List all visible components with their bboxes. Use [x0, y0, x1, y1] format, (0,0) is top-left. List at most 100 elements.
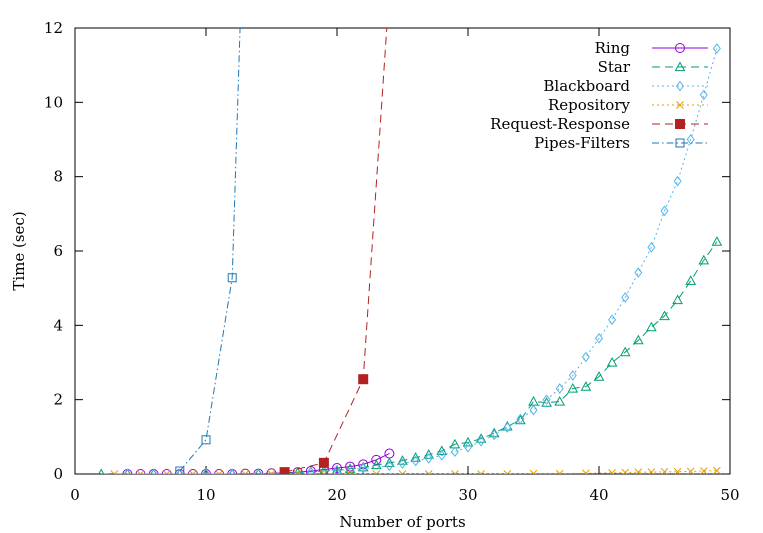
data-point — [699, 89, 708, 101]
data-point — [98, 468, 105, 474]
x-axis-label: Number of ports — [339, 513, 465, 531]
data-point — [699, 467, 708, 474]
data-point — [554, 395, 566, 406]
data-point — [398, 470, 407, 474]
data-point — [410, 452, 421, 462]
data-point — [423, 449, 435, 459]
data-point — [267, 470, 276, 474]
data-point — [136, 470, 145, 474]
data-point — [555, 383, 564, 394]
data-point — [541, 397, 552, 407]
legend-label: Request-Response — [490, 115, 630, 133]
legend: RingStarBlackboardRepositoryRequest-Resp… — [490, 39, 708, 152]
data-point — [659, 310, 670, 321]
data-point — [279, 467, 290, 474]
x-tick-label: 50 — [720, 486, 739, 504]
legend-label: Pipes-Filters — [534, 134, 630, 152]
data-point — [634, 468, 643, 474]
data-point — [674, 61, 686, 72]
series-blackboard — [123, 43, 721, 474]
data-point — [411, 455, 420, 467]
data-point — [371, 454, 382, 465]
data-point — [634, 267, 643, 278]
data-point — [529, 404, 538, 416]
data-point — [227, 273, 237, 283]
x-tick-label: 40 — [589, 486, 608, 504]
data-point — [333, 464, 341, 474]
axes: 0 10 20 30 40 50 0 2 4 6 8 10 12 — [44, 19, 740, 504]
data-point — [162, 470, 171, 474]
data-point — [187, 469, 198, 474]
data-point — [215, 470, 223, 474]
legend-item: Request-Response — [490, 115, 708, 133]
data-point — [608, 314, 617, 326]
x-tick-label: 20 — [327, 486, 346, 504]
data-point — [397, 455, 408, 465]
data-point — [503, 422, 512, 433]
data-point — [175, 466, 185, 474]
data-point — [528, 395, 539, 406]
y-tick-label: 8 — [53, 168, 63, 186]
data-point — [675, 138, 685, 148]
data-point — [580, 381, 592, 391]
data-point — [135, 469, 146, 474]
data-point — [529, 469, 538, 474]
series-line — [179, 28, 241, 472]
y-tick-label: 2 — [53, 391, 63, 409]
data-point — [675, 119, 685, 129]
legend-item: Blackboard — [543, 77, 708, 95]
y-tick-label: 12 — [44, 19, 63, 37]
data-point — [123, 468, 132, 474]
data-point — [450, 446, 459, 458]
data-point — [621, 468, 630, 474]
data-point — [595, 333, 603, 344]
data-point — [110, 470, 119, 474]
data-point — [619, 346, 631, 357]
data-point — [567, 382, 579, 393]
data-point — [647, 241, 656, 253]
data-point — [477, 435, 486, 447]
data-point — [372, 470, 381, 474]
data-point — [384, 448, 395, 459]
series-request-response — [279, 28, 388, 474]
data-point — [358, 374, 369, 385]
data-point — [320, 470, 328, 474]
data-point — [660, 467, 669, 474]
data-point — [201, 435, 211, 445]
series-star — [98, 236, 723, 474]
data-point — [202, 468, 210, 474]
data-point — [621, 292, 630, 303]
data-point — [318, 457, 329, 468]
data-point — [593, 371, 605, 381]
data-point — [503, 470, 512, 474]
data-point — [451, 470, 459, 474]
y-tick-label: 10 — [44, 93, 63, 111]
legend-item: Ring — [595, 39, 708, 57]
y-tick-label: 4 — [53, 316, 63, 334]
y-axis-label: Time (sec) — [10, 211, 28, 290]
series-line — [101, 241, 718, 474]
data-point — [293, 470, 302, 474]
data-point — [475, 433, 487, 443]
series-layer — [98, 28, 723, 474]
data-point — [686, 467, 695, 474]
data-point — [490, 429, 499, 441]
data-point — [398, 458, 407, 469]
series-pipes-filters — [175, 28, 241, 474]
data-point — [161, 469, 172, 474]
data-point — [632, 334, 644, 345]
data-point — [646, 321, 657, 332]
data-point — [306, 466, 315, 474]
data-point — [606, 356, 618, 367]
data-point — [698, 254, 710, 265]
data-point — [424, 470, 433, 474]
data-point — [711, 236, 723, 246]
data-point — [319, 465, 329, 474]
data-point — [712, 43, 721, 54]
y-tick-label: 0 — [53, 465, 63, 483]
data-point — [149, 468, 158, 474]
data-point — [581, 351, 590, 363]
series-line — [284, 28, 388, 473]
